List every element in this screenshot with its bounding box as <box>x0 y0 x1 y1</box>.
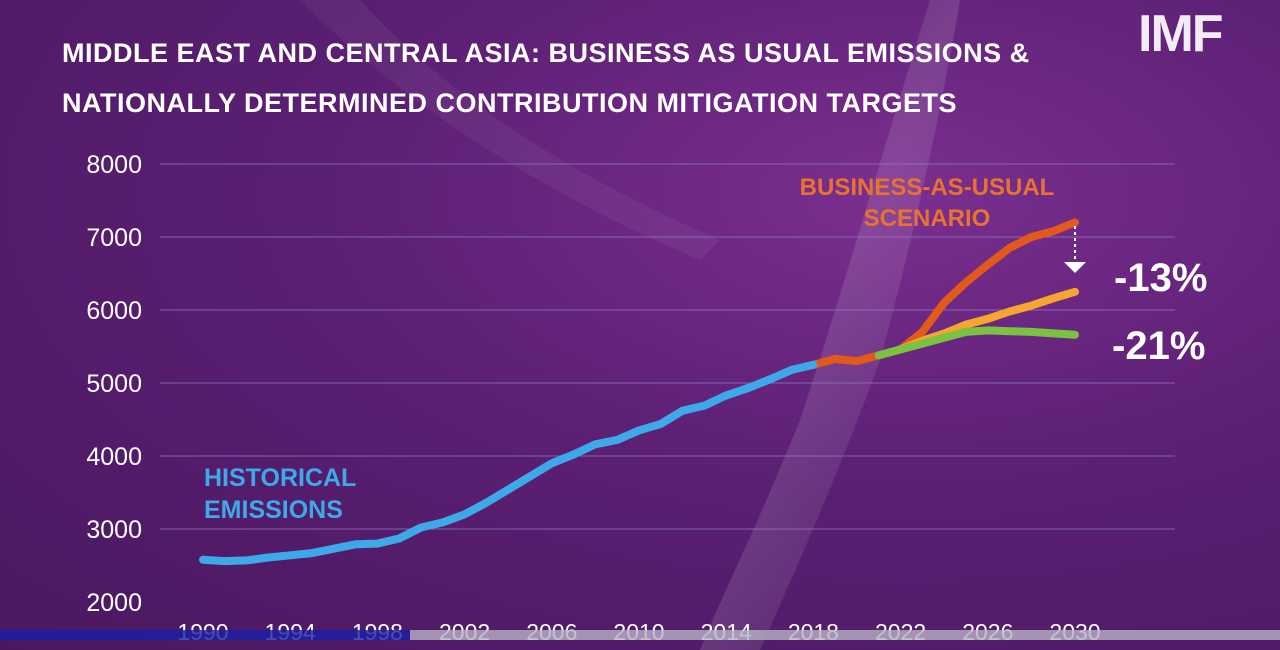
annotation-minus-21: -21% <box>1112 324 1205 368</box>
video-progress-fill <box>0 630 410 640</box>
y-tick-label: 3000 <box>86 516 142 544</box>
y-tick-label: 4000 <box>86 443 142 471</box>
series-line-ndc_21 <box>874 326 1079 360</box>
annotation-historical-line1: HISTORICAL <box>204 464 356 492</box>
annotation-minus-13: -13% <box>1114 256 1207 300</box>
series-layer <box>199 218 1079 566</box>
annotation-bau-line2: SCENARIO <box>864 205 991 232</box>
y-tick-label: 7000 <box>86 224 142 252</box>
annotation-historical-line2: EMISSIONS <box>204 496 343 524</box>
annotation-bau-line1: BUSINESS-AS-USUAL <box>800 174 1055 201</box>
video-progress-bar[interactable] <box>0 630 1280 640</box>
series-line-bau <box>809 218 1079 369</box>
reduction-arrow-head-icon <box>1064 262 1086 273</box>
title-line-2: NATIONALLY DETERMINED CONTRIBUTION MITIG… <box>62 88 957 118</box>
chart-title: MIDDLE EAST AND CENTRAL ASIA: BUSINESS A… <box>62 28 1212 128</box>
title-line-1: MIDDLE EAST AND CENTRAL ASIA: BUSINESS A… <box>62 38 1030 68</box>
y-tick-label: 8000 <box>86 151 142 179</box>
grid-layer <box>160 163 1175 530</box>
y-tick-label: 2000 <box>86 589 142 617</box>
y-tick-label: 5000 <box>86 370 142 398</box>
y-tick-label: 6000 <box>86 297 142 325</box>
annotation-layer: HISTORICAL EMISSIONS BUSINESS-AS-USUAL S… <box>204 174 1207 524</box>
imf-logo: IMF <box>1138 5 1224 63</box>
series-line-historical <box>199 360 818 566</box>
